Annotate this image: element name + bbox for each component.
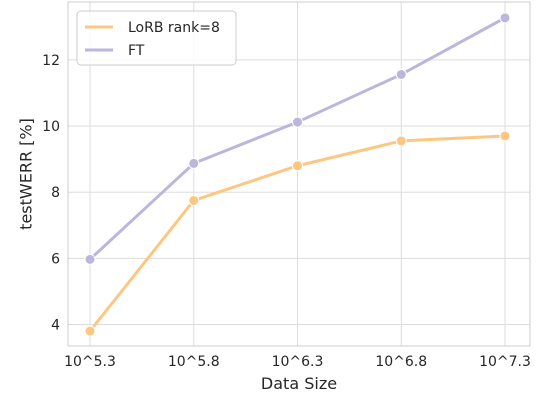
y-tick-label: 4 [51,318,60,334]
data-point [395,68,407,80]
y-tick-label: 12 [42,53,60,69]
data-point [292,116,303,128]
y-tick-label: 6 [51,251,60,267]
data-point [84,325,96,337]
x-axis-label: Data Size [261,374,337,393]
y-tick-labels: 4 6 8 10 12 [42,53,60,334]
x-tick-labels: 10^5.3 10^5.8 10^6.3 10^6.8 10^7.3 [64,354,531,370]
data-point [84,253,96,265]
x-tick-label: 10^6.8 [375,354,427,370]
x-tick-label: 10^7.3 [479,354,531,370]
y-tick-label: 8 [51,185,60,201]
legend-box [76,10,237,66]
data-point [395,135,407,147]
series-1 [84,12,511,265]
data-point [188,194,200,206]
y-axis-label: testWERR [%] [17,118,36,230]
data-point [499,130,511,142]
x-tick-label: 10^6.3 [272,354,324,370]
data-point [292,160,303,172]
legend-label: LoRB rank=8 [128,20,220,36]
legend: LoRB rank=8 FT [76,10,237,66]
series-group [84,12,511,337]
data-point [499,12,511,24]
plot-frame [67,1,531,347]
x-tick-label: 10^5.8 [168,354,220,370]
legend-label: FT [128,43,145,59]
x-tick-label: 10^5.3 [64,354,116,370]
data-point [188,157,200,169]
series-0 [84,130,511,337]
y-tick-label: 10 [42,119,60,135]
